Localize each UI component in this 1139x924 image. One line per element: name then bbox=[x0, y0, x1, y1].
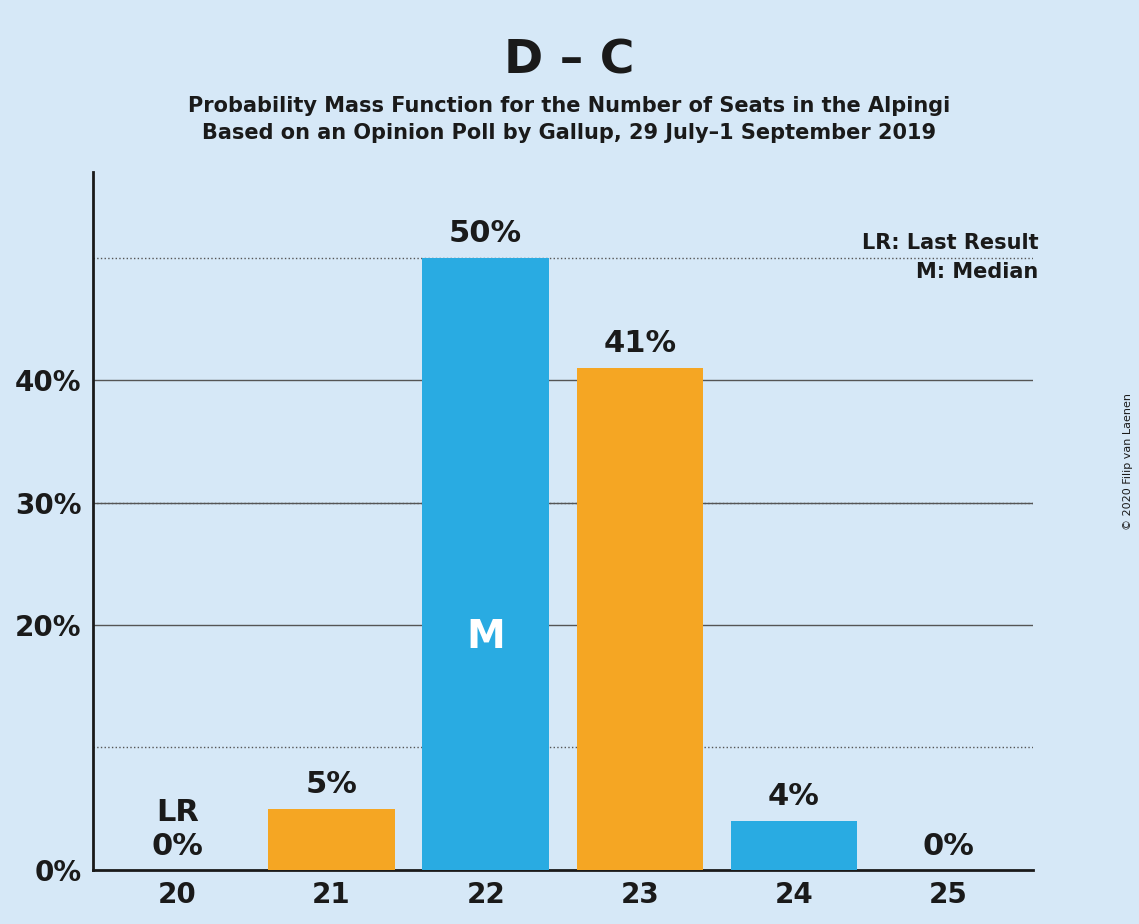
Text: 4%: 4% bbox=[768, 782, 820, 811]
Text: 5%: 5% bbox=[305, 770, 358, 799]
Text: Probability Mass Function for the Number of Seats in the Alpingi: Probability Mass Function for the Number… bbox=[188, 95, 951, 116]
Text: 0%: 0% bbox=[923, 833, 974, 861]
Text: D – C: D – C bbox=[505, 38, 634, 83]
Text: LR: LR bbox=[156, 798, 199, 827]
Bar bbox=[269, 808, 395, 869]
Bar bbox=[423, 258, 549, 869]
Bar bbox=[576, 368, 703, 869]
Text: 41%: 41% bbox=[604, 329, 677, 359]
Text: M: Median: M: Median bbox=[916, 262, 1039, 283]
Text: 50%: 50% bbox=[449, 219, 523, 248]
Text: © 2020 Filip van Laenen: © 2020 Filip van Laenen bbox=[1123, 394, 1133, 530]
Bar bbox=[731, 821, 858, 869]
Text: M: M bbox=[466, 618, 505, 656]
Text: LR: Last Result: LR: Last Result bbox=[862, 233, 1039, 253]
Text: 0%: 0% bbox=[151, 833, 204, 861]
Text: Based on an Opinion Poll by Gallup, 29 July–1 September 2019: Based on an Opinion Poll by Gallup, 29 J… bbox=[203, 123, 936, 143]
